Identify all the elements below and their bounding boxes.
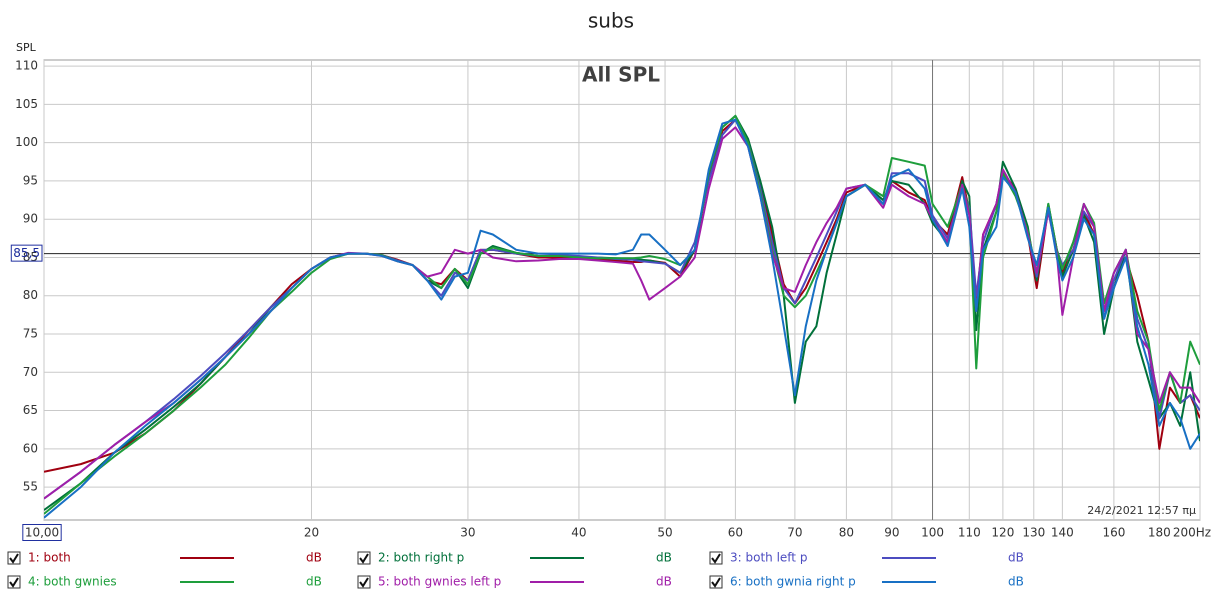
y-tick-label: 95	[23, 173, 38, 187]
cursor-label-y: 85,5	[13, 246, 40, 260]
timestamp: 24/2/2021 12:57 πμ	[1087, 504, 1196, 517]
x-tick-label: 100	[921, 526, 944, 540]
legend-label: 2: both right p	[378, 551, 464, 565]
legend-entry[interactable]: 4: both gwnies dB	[7, 575, 322, 589]
x-tick-label: 40	[571, 526, 586, 540]
legend-unit: dB	[656, 575, 672, 589]
check-mark	[711, 577, 721, 588]
check-mark	[9, 553, 19, 564]
plot-title: All SPL	[582, 63, 660, 87]
y-tick-label: 75	[23, 327, 38, 341]
series-line	[44, 118, 1200, 519]
x-tick-label: 120	[991, 526, 1014, 540]
check-mark	[359, 577, 369, 588]
x-tick-label: 130	[1022, 526, 1045, 540]
x-cursor-box	[22, 524, 62, 541]
check-mark	[359, 553, 369, 564]
legend-label: 3: both left p	[730, 551, 807, 565]
legend-entry[interactable]: 3: both left p dB	[709, 551, 1024, 565]
chart-title: subs	[588, 9, 634, 33]
y-tick-label: 80	[23, 288, 38, 302]
y-tick-label: 90	[23, 212, 38, 226]
y-tick-label: 85	[23, 250, 38, 264]
x-tick-label: 110	[958, 526, 981, 540]
legend-label: 6: both gwnia right p	[730, 575, 856, 589]
legend-entry[interactable]: 5: both gwnies left p dB	[357, 575, 672, 589]
x-tick-label: 20	[304, 526, 319, 540]
x-tick-label: 10,00	[25, 526, 59, 540]
y-tick-label: 105	[15, 97, 38, 111]
legend-entry[interactable]: 2: both right p dB	[357, 551, 672, 565]
legend-label: 5: both gwnies left p	[378, 575, 501, 589]
check-mark	[711, 553, 721, 564]
legend-unit: dB	[306, 575, 322, 589]
legend-unit: dB	[1008, 575, 1024, 589]
legend-label: 4: both gwnies	[28, 575, 117, 589]
plot-area	[43, 59, 1201, 521]
cursor-box	[10, 244, 43, 262]
legend-unit: dB	[1008, 551, 1024, 565]
y-tick-label: 110	[15, 59, 38, 73]
legend-unit: dB	[306, 551, 322, 565]
x-tick-label: 160	[1102, 526, 1125, 540]
y-tick-label: 55	[23, 480, 38, 494]
x-tick-label: 70	[787, 526, 802, 540]
y-axis-label: SPL	[16, 41, 37, 54]
check-mark	[9, 577, 19, 588]
x-tick-label: 50	[657, 526, 672, 540]
x-tick-label: 140	[1051, 526, 1074, 540]
x-tick-label: 60	[728, 526, 743, 540]
y-tick-label: 65	[23, 403, 38, 417]
y-tick-label: 100	[15, 135, 38, 149]
legend-unit: dB	[656, 551, 672, 565]
x-tick-label: 180	[1148, 526, 1171, 540]
x-tick-label: 90	[884, 526, 899, 540]
x-tick-label: 200Hz	[1173, 526, 1211, 540]
x-tick-label: 30	[460, 526, 475, 540]
legend-entry[interactable]: 1: both dB	[7, 551, 322, 565]
y-tick-label: 70	[23, 365, 38, 379]
x-tick-label: 80	[839, 526, 854, 540]
y-tick-label: 60	[23, 441, 38, 455]
legend-entry[interactable]: 6: both gwnia right p dB	[709, 575, 1024, 589]
legend-label: 1: both	[28, 551, 71, 565]
